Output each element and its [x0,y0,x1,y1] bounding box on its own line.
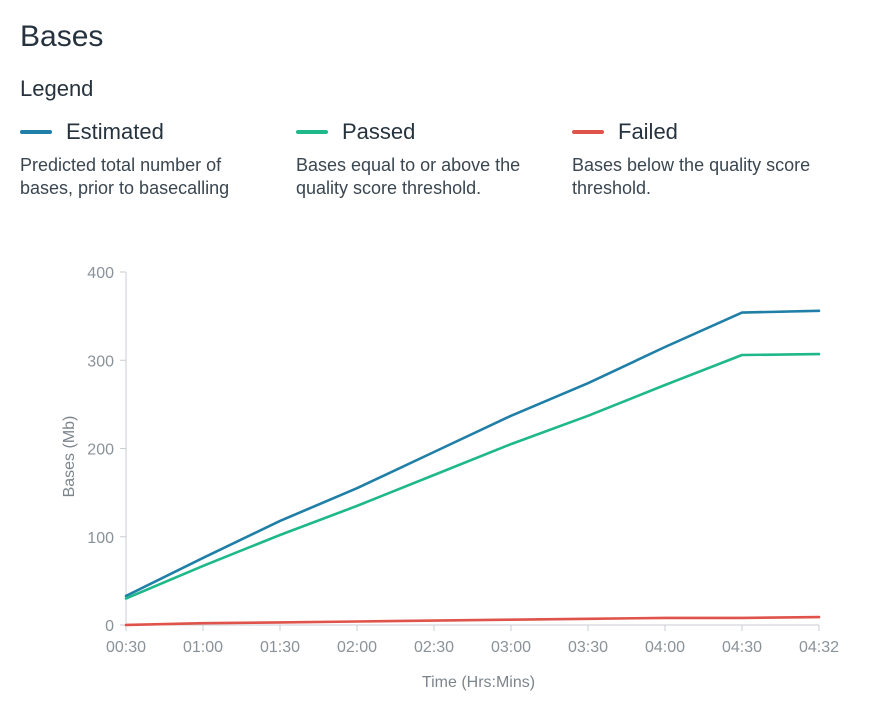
y-tick-label: 100 [87,530,114,547]
line-chart: 0 100 200 300 400 00:30 01:00 01:30 02:00 02:30 03… [61,265,839,691]
series-line-estimated [124,309,821,598]
legend-description-estimated: Predicted total number of bases, prior t… [20,155,230,198]
x-tick-label: 04:32 [799,639,839,656]
legend-item-estimated: Estimated Predicted total number of base… [20,118,270,200]
legend-item-failed: Failed Bases below the quality score thr… [572,118,822,200]
x-tick-label: 03:00 [491,639,531,656]
x-tick-label: 02:30 [414,639,454,656]
series-line-failed [124,615,821,627]
x-tick-label: 04:30 [722,639,762,656]
y-axis-title: Bases (Mb) [61,416,78,498]
page-title: Bases [20,20,104,53]
legend-swatch-estimated [20,130,52,134]
legend-label-failed: Failed [618,119,678,144]
series-line-passed [124,352,821,600]
legend-swatch-passed [296,130,328,134]
x-tick-label: 02:00 [337,639,377,656]
x-tick-label: 03:30 [568,639,608,656]
legend-description-failed: Bases below the quality score threshold. [572,155,811,198]
x-tick-label: 04:00 [645,639,685,656]
y-tick-label: 0 [105,618,114,635]
legend-description-passed: Bases equal to or above the quality scor… [296,155,521,198]
chart-area: 0 100 200 300 400 00:30 01:00 01:30 02:00 02:30 03… [0,250,884,715]
legend-item-passed: Passed Bases equal to or above the quali… [296,118,546,200]
x-tick-label: 01:00 [183,639,223,656]
legend-label-estimated: Estimated [66,119,164,144]
x-tick-label: 00:30 [106,639,146,656]
x-tick-label: 01:30 [260,639,300,656]
x-axis-title: Time (Hrs:Mins) [422,674,535,691]
y-tick-label: 200 [87,442,114,459]
legend-swatch-failed [572,130,604,134]
legend-label-passed: Passed [342,119,416,144]
y-tick-label: 400 [87,265,114,282]
y-tick-label: 300 [87,353,114,370]
legend-heading: Legend [20,76,94,101]
